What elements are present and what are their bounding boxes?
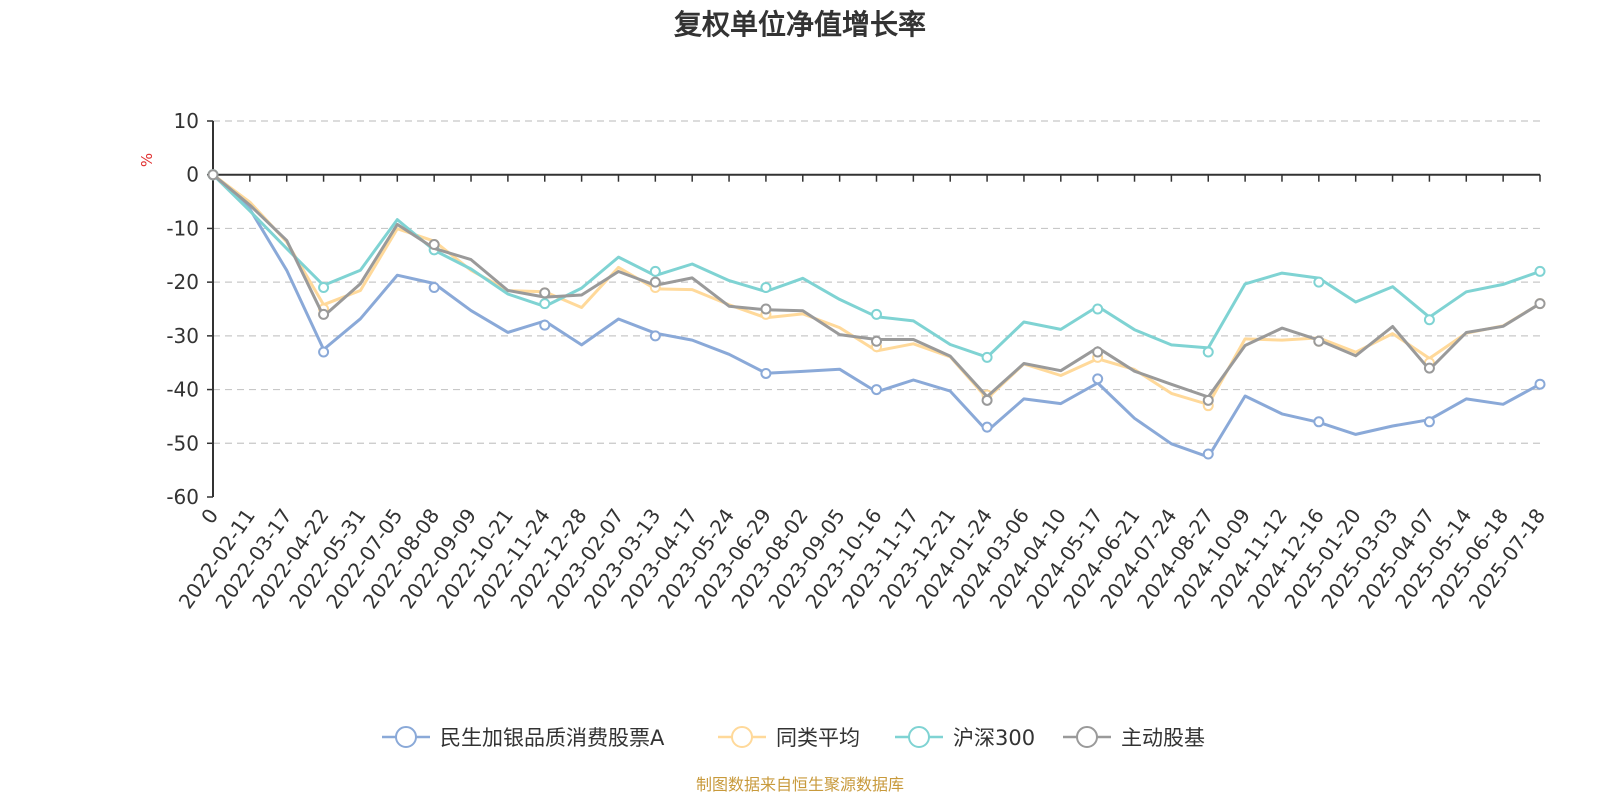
legend-label: 沪深300 [953, 726, 1035, 750]
data-point [760, 367, 772, 379]
y-tick-label: -10 [166, 216, 199, 240]
data-point [1313, 416, 1325, 428]
data-point [539, 319, 551, 331]
y-axis-unit-label: % [138, 153, 156, 167]
series-3 [207, 169, 1546, 406]
data-point [649, 265, 661, 277]
data-point [1534, 265, 1546, 277]
series-line [211, 173, 1541, 359]
series-line [212, 173, 1541, 399]
data-point [428, 239, 440, 251]
legend-item[interactable]: 民生加银品质消费股票A [382, 726, 665, 750]
chart-title: 复权单位净值增长率 [674, 8, 926, 41]
legend-item[interactable]: 同类平均 [718, 726, 860, 750]
legend-marker [1076, 726, 1098, 748]
legend-label: 民生加银品质消费股票A [440, 726, 665, 750]
data-point [318, 346, 330, 358]
y-tick-label: -30 [166, 324, 199, 348]
data-point [1313, 335, 1325, 347]
legend-marker [395, 726, 417, 748]
data-point [1534, 378, 1546, 390]
y-tick-label: -20 [166, 270, 199, 294]
legend-label: 主动股基 [1121, 726, 1205, 750]
legend-marker [731, 726, 753, 748]
y-tick-label: -50 [166, 431, 199, 455]
data-point [1534, 298, 1546, 310]
series-1 [207, 169, 1546, 412]
series-2 [207, 169, 1546, 363]
data-point [871, 384, 882, 396]
legend-label: 同类平均 [776, 726, 860, 750]
data-point [1092, 303, 1104, 315]
data-point [649, 330, 661, 342]
x-tick-label: 0 [196, 504, 223, 528]
data-point [207, 169, 219, 181]
data-point [1202, 448, 1214, 460]
legend[interactable]: 民生加银品质消费股票A 同类平均 沪深300 主动股基 [382, 726, 1205, 750]
data-point [539, 287, 551, 299]
data-point [1202, 346, 1214, 358]
legend-item[interactable]: 沪深300 [895, 726, 1035, 750]
y-tick-label: 0 [186, 163, 199, 187]
y-tick-label: -40 [166, 378, 199, 402]
y-tick-label: 10 [174, 109, 199, 133]
data-point [1423, 314, 1435, 326]
data-point [981, 351, 993, 363]
data-point [760, 282, 772, 294]
data-point [871, 335, 882, 347]
data-point [1092, 373, 1104, 385]
data-point [1423, 416, 1435, 428]
y-tick-label: -60 [166, 485, 199, 509]
data-point [1423, 362, 1435, 374]
series-line [212, 173, 1541, 406]
data-point [760, 303, 772, 315]
data-point [318, 282, 330, 294]
series-lines [207, 169, 1546, 460]
data-point [649, 276, 661, 288]
data-point [871, 308, 882, 320]
legend-marker [908, 726, 930, 748]
data-point [1202, 394, 1214, 406]
data-source-note: 制图数据来自恒生聚源数据库 [696, 775, 904, 794]
data-point [981, 421, 993, 433]
data-point [1313, 276, 1325, 288]
data-point [981, 394, 993, 406]
legend-item[interactable]: 主动股基 [1063, 726, 1205, 750]
axes: 100-10-20-30-40-50-6002022-02-112022-03-… [166, 109, 1550, 613]
data-point [1092, 346, 1104, 358]
data-point [428, 282, 440, 294]
data-point [318, 308, 330, 320]
data-point [539, 298, 551, 310]
